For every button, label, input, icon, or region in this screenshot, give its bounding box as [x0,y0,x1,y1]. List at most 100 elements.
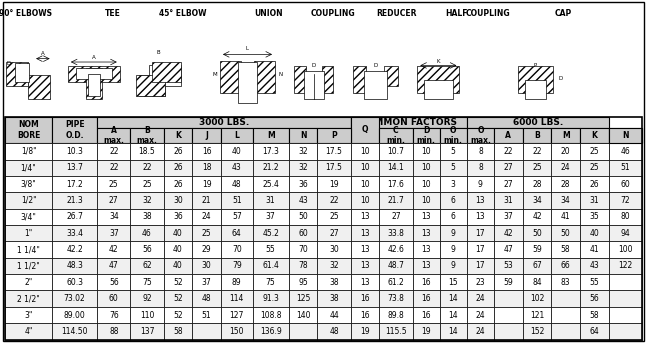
Text: 24: 24 [202,212,212,221]
Text: 56: 56 [109,278,118,287]
Bar [609,143,642,159]
Text: 1/8": 1/8" [21,147,36,156]
Bar [467,225,494,241]
Bar [551,291,580,307]
Bar [318,274,351,291]
Text: 114.50: 114.50 [61,327,88,336]
Bar [68,66,120,82]
Bar [494,176,523,192]
Text: 42.6: 42.6 [388,245,404,254]
Bar [254,60,275,93]
Text: 66: 66 [561,261,571,270]
Bar [131,192,164,209]
Bar [523,307,551,323]
Text: 37: 37 [266,212,276,221]
Bar [580,307,609,323]
Text: 25.4: 25.4 [262,180,279,189]
Text: 76: 76 [109,310,118,320]
Bar [580,192,609,209]
Text: Q: Q [362,126,368,134]
Bar [318,176,351,192]
Bar [318,192,351,209]
Text: 14.1: 14.1 [388,163,404,172]
Text: D: D [6,61,11,66]
Bar [221,209,252,225]
Bar [609,192,642,209]
Bar [609,225,642,241]
Text: N: N [278,72,282,77]
Bar [192,323,221,340]
Text: 122: 122 [618,261,632,270]
Bar [440,241,467,258]
Bar [523,192,551,209]
Bar [252,176,289,192]
Text: 67: 67 [532,261,542,270]
Bar [318,143,351,159]
Bar [318,307,351,323]
Text: TEE: TEE [105,9,121,18]
Bar [97,291,131,307]
Bar [467,258,494,274]
Text: B: B [157,50,160,55]
Text: 43: 43 [232,163,241,172]
Text: 89.8: 89.8 [388,310,404,320]
Bar [252,143,289,159]
Bar [417,66,459,93]
Text: 3/8": 3/8" [21,180,36,189]
Text: 83: 83 [561,278,571,287]
Text: 53: 53 [503,261,513,270]
Bar [131,307,164,323]
Text: 3/4": 3/4" [21,212,36,221]
Text: 22: 22 [109,163,118,172]
Bar [221,128,252,143]
Bar [384,66,398,86]
Bar [164,274,192,291]
Bar [494,274,523,291]
Bar [192,209,221,225]
Text: 43: 43 [298,196,308,205]
Bar [580,291,609,307]
Bar [580,323,609,340]
Text: 125: 125 [296,294,311,303]
Bar [164,291,192,307]
Bar [131,225,164,241]
Text: 6: 6 [451,196,455,205]
Text: 27: 27 [503,163,513,172]
Bar [364,71,387,99]
Bar [289,192,318,209]
Text: 70: 70 [232,245,241,254]
Bar [192,225,221,241]
Bar [221,143,252,159]
Text: 30: 30 [202,261,212,270]
Text: 13: 13 [476,196,485,205]
Bar [5,159,52,176]
Bar [413,307,440,323]
Bar [351,117,467,128]
Text: 50: 50 [298,212,308,221]
Text: 59: 59 [532,245,542,254]
Bar [294,66,306,93]
Text: 27: 27 [109,196,118,205]
Text: 108.8: 108.8 [260,310,281,320]
Bar [440,159,467,176]
Bar [609,128,642,143]
Bar [551,241,580,258]
Bar [131,159,164,176]
Bar [237,62,258,103]
Bar [28,75,50,99]
Text: 25: 25 [202,229,212,238]
Text: 52: 52 [173,294,182,303]
Bar [413,209,440,225]
Bar [467,323,494,340]
Bar [5,291,52,307]
Bar [523,274,551,291]
Text: 41: 41 [561,212,571,221]
Text: 9: 9 [451,245,455,254]
Bar [289,159,318,176]
Bar [318,258,351,274]
Text: 21: 21 [202,196,212,205]
Bar [252,159,289,176]
Bar [413,128,440,143]
Bar [379,192,413,209]
Text: 13: 13 [360,278,370,287]
